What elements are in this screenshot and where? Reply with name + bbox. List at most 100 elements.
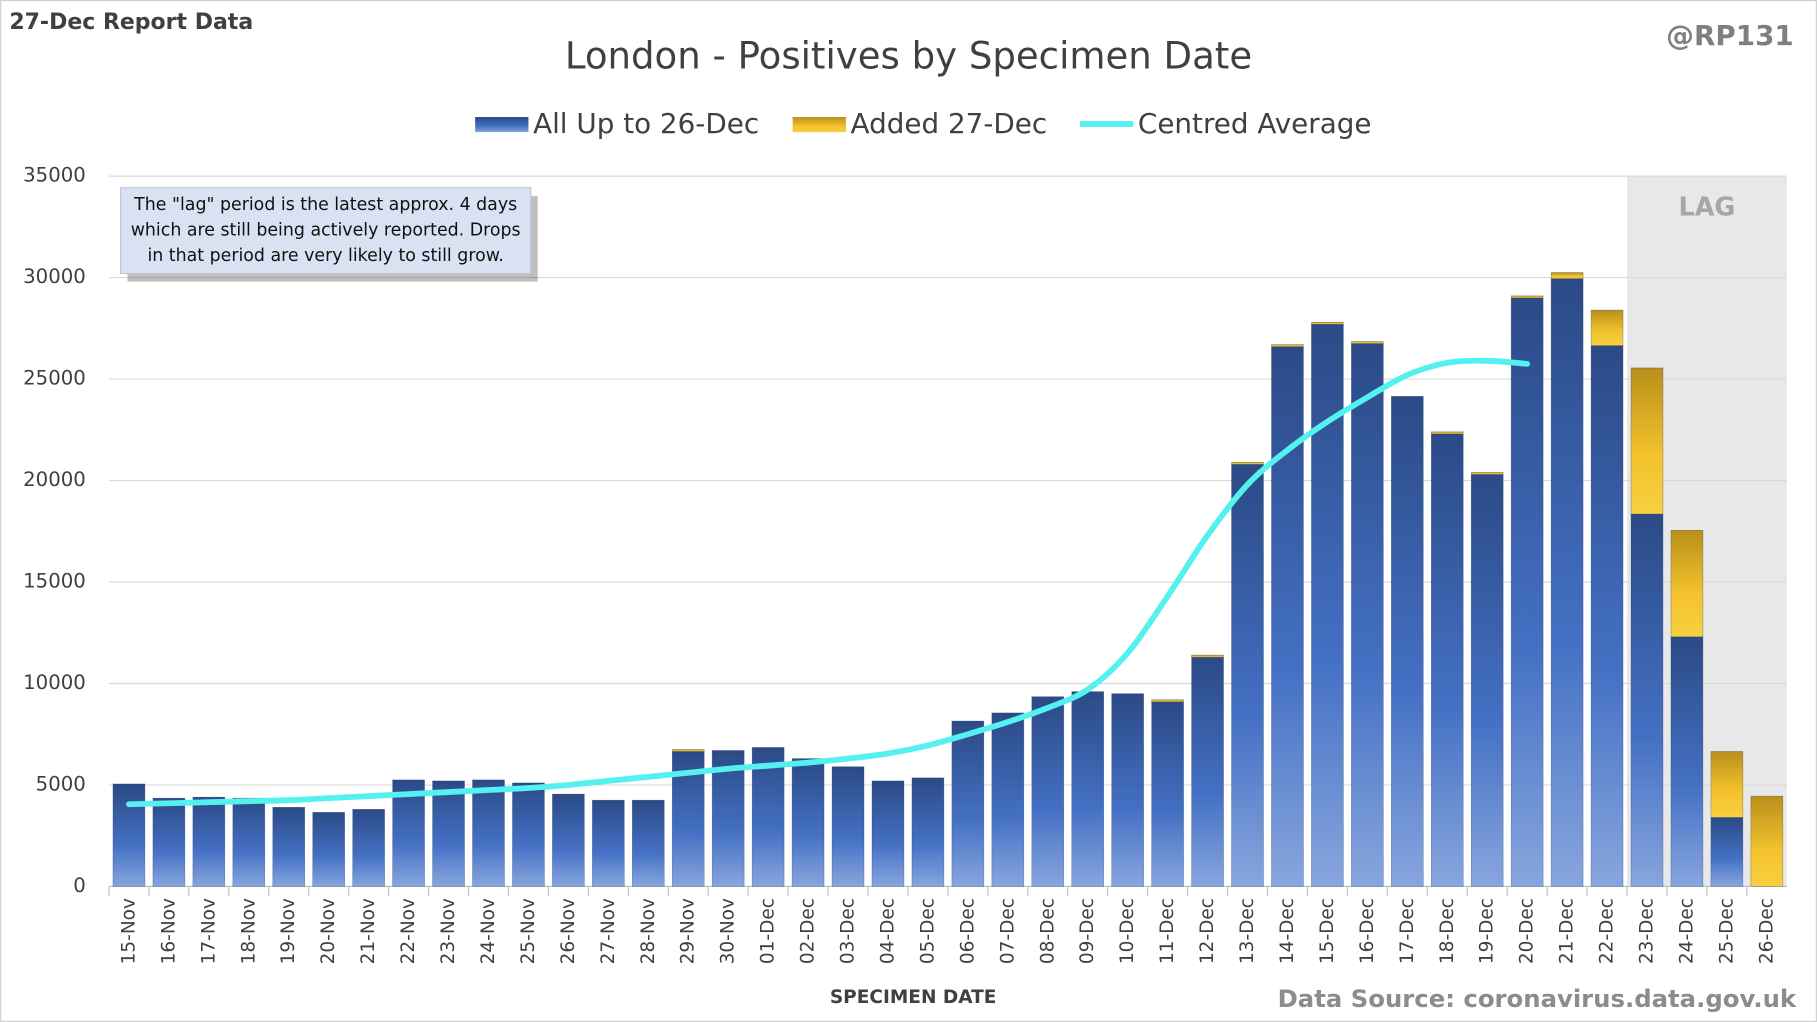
labels: LAG 0 5000 10000 15000 20000 25000 30000 35000 15… [23,164,1777,965]
bar [1510,297,1544,887]
x-tick-label: 30-Nov [718,898,739,964]
bar [1550,278,1584,887]
x-tick-label: 20-Nov [318,898,339,964]
bar [1111,693,1144,887]
bar [1311,321,1344,325]
annotation-bg [119,187,532,275]
lag-label: LAG [1678,193,1735,223]
bar [911,777,945,887]
bar [791,758,825,887]
x-tick-label: 23-Nov [438,898,459,964]
x-tick-label: 23-Dec [1636,898,1657,964]
bar [1630,513,1664,887]
x-tick-label: 04-Dec [877,898,898,964]
bar [1430,431,1464,435]
x-tick-label: 17-Nov [198,898,219,964]
bar [871,780,905,887]
x-tick-label: 22-Dec [1597,898,1618,964]
x-tick-label: 19-Nov [278,898,299,964]
x-tick-label: 03-Dec [838,898,859,964]
x-tick-label: 09-Dec [1077,898,1098,964]
bar [831,766,865,887]
bar [312,812,345,887]
credit: @RP131 [1666,19,1794,52]
bar [1031,696,1065,887]
x-tick-label: 28-Nov [638,898,659,964]
bar [1351,343,1384,887]
legend-label: All Up to 26-Dec [533,107,759,140]
annotation-line: which are still being actively reported.… [131,221,521,241]
bar [1071,691,1104,887]
x-tick-label: 18-Dec [1437,898,1458,964]
x-tick-label: 15-Dec [1317,898,1338,964]
y-tick-label: 30000 [23,265,86,288]
y-tick-label: 20000 [23,468,86,491]
bar [1271,346,1304,887]
x-tick-label: 08-Dec [1037,898,1058,964]
bar [711,750,745,887]
x-tick-label: 01-Dec [758,898,779,964]
bar [232,797,266,887]
bar [751,747,785,887]
bar [1590,309,1624,346]
bar [1151,699,1184,703]
x-tick-label: 07-Dec [997,898,1018,964]
bar [1710,751,1744,818]
annotation-box: The "lag" period is the latest approx. 4… [119,187,538,282]
bar [1550,272,1584,279]
x-tick-label: 05-Dec [917,898,938,964]
x-tick-label: 15-Nov [118,898,139,964]
average-line [126,357,1531,808]
bar [1590,345,1624,887]
y-tick-label: 10000 [23,671,86,694]
x-axis-label: SPECIMEN DATE [830,987,997,1008]
annotation-line: The "lag" period is the latest approx. 4… [133,195,517,215]
lines [126,357,1531,808]
x-tick-label: 26-Dec [1756,898,1777,964]
bar [1510,295,1544,299]
x-tick-label: 10-Dec [1117,898,1138,964]
y-tick-label: 0 [73,874,86,897]
x-tick-label: 14-Dec [1277,898,1298,964]
x-tick-label: 20-Dec [1517,898,1538,964]
legend-swatch [792,117,846,133]
x-tick-label: 11-Dec [1157,898,1178,964]
y-tick-label: 5000 [36,772,86,795]
x-tick-label: 24-Dec [1676,898,1697,964]
y-tick-label: 25000 [23,367,86,390]
bar [512,782,545,887]
bar [1430,433,1464,887]
bar [432,780,465,887]
bar [1271,344,1304,347]
x-tick-label: 29-Nov [678,898,699,964]
bar [1750,795,1784,887]
bar [1191,656,1224,887]
bar [1670,529,1704,638]
bar [1710,817,1744,887]
bar [152,797,186,887]
x-tick-label: 12-Dec [1197,898,1218,964]
chart-title: London - Positives by Specimen Date [565,34,1252,77]
x-tick-label: 02-Dec [798,898,819,964]
x-tick-label: 19-Dec [1477,898,1498,964]
bar [192,796,226,887]
x-tick-label: 24-Nov [478,898,499,964]
legend-swatch [475,117,529,133]
bar [1351,341,1384,344]
legend-label: Centred Average [1138,107,1372,140]
x-tick-label: 21-Dec [1557,898,1578,964]
corner-note: 27-Dec Report Data [9,10,253,35]
y-tick-label: 35000 [23,164,86,187]
source: Data Source: coronavirus.data.gov.uk [1278,984,1797,1013]
x-tick-label: 25-Nov [518,898,539,964]
bar [1231,461,1264,465]
bar [991,712,1025,887]
bar [1670,636,1704,887]
x-tick-label: 22-Nov [398,898,419,964]
x-tick-label: 06-Dec [957,898,978,964]
bar [1231,464,1264,887]
bar [592,799,625,887]
bar [472,779,505,887]
